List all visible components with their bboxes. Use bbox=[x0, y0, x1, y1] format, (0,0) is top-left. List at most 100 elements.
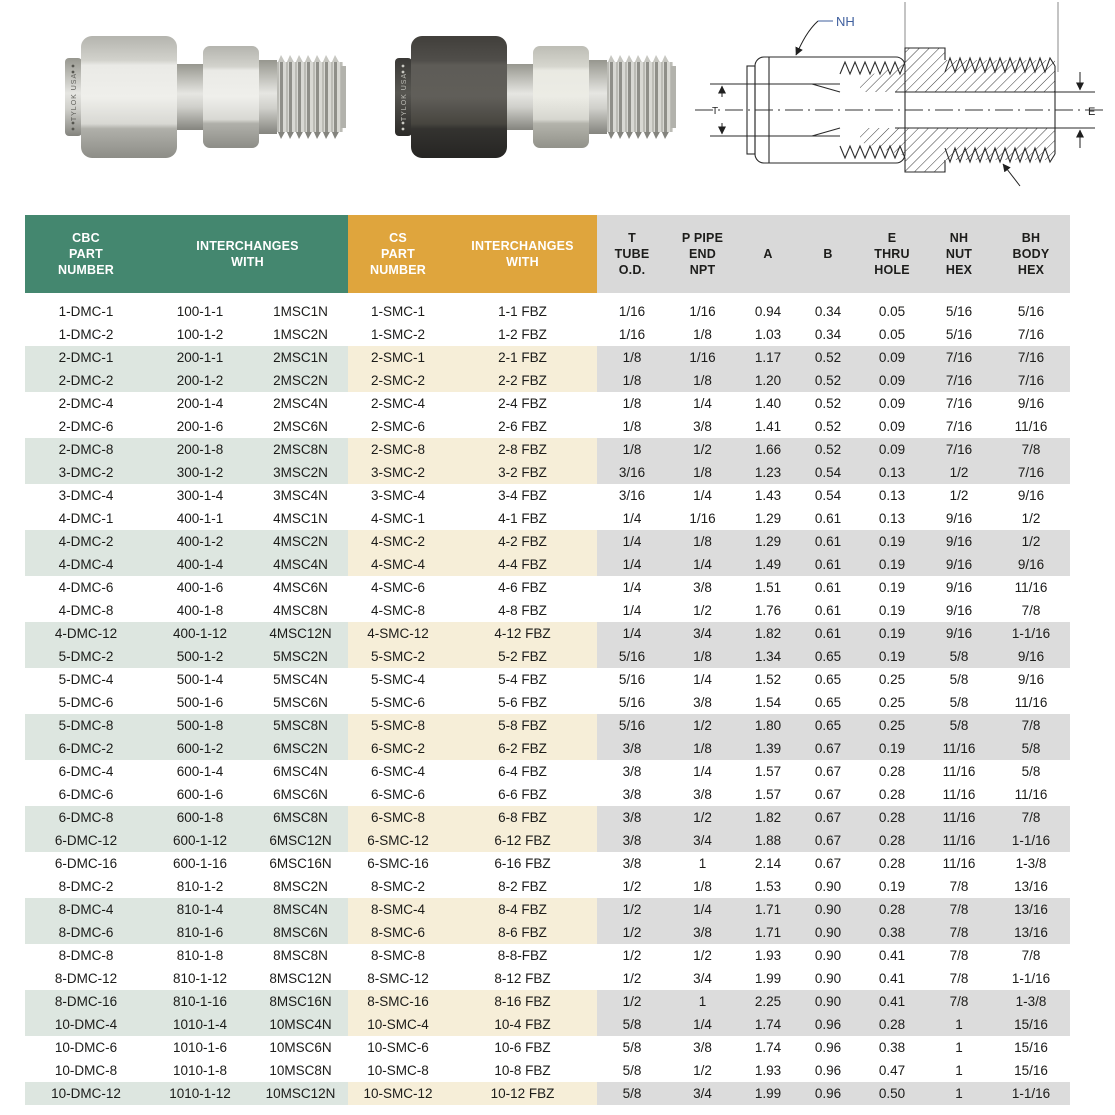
table-cell: 10MSC8N bbox=[269, 1063, 332, 1078]
table-cell: 13/16 bbox=[992, 898, 1070, 921]
table-cell: 3/4 bbox=[667, 829, 738, 852]
table-cell: 0.34 bbox=[814, 304, 842, 319]
table-cell: 5/16 bbox=[618, 672, 646, 687]
table-cell: 1.52 bbox=[754, 672, 782, 687]
table-cell: 3/8 bbox=[693, 1040, 712, 1055]
table-cell: 1/8 bbox=[693, 879, 712, 894]
table-cell: 8-SMC-12 bbox=[367, 971, 429, 986]
table-row: 8-DMC-12 810-1-12 8MSC12N 8-SMC-12 8-12 FBZ 1… bbox=[25, 967, 1070, 990]
table-cell: 1/16 bbox=[618, 304, 646, 319]
table-row: 5-DMC-4 500-1-4 5MSC4N 5-SMC-4 5-4 FBZ 5/16 1/… bbox=[25, 668, 1070, 691]
threads bbox=[607, 62, 673, 132]
table-cell: 6-DMC-12 bbox=[25, 829, 147, 852]
table-cell: 7/8 bbox=[926, 921, 992, 944]
table-cell: 7/16 bbox=[945, 396, 973, 411]
table-cell: 8-DMC-16 bbox=[25, 990, 147, 1013]
table-cell: 1.71 bbox=[738, 921, 798, 944]
table-cell: 0.65 bbox=[814, 695, 842, 710]
table-cell: 8-SMC-16 bbox=[348, 990, 448, 1013]
table-cell: 1.57 bbox=[754, 764, 782, 779]
nut-hex bbox=[81, 36, 177, 158]
table-cell: 1/4 bbox=[597, 622, 667, 645]
table-cell: 6-DMC-8 bbox=[25, 806, 147, 829]
table-cell: 1.74 bbox=[738, 1013, 798, 1036]
table-cell: 1/4 bbox=[622, 580, 642, 595]
table-cell: 4MSC8N bbox=[273, 603, 328, 618]
table-cell: 0.52 bbox=[798, 369, 858, 392]
table-cell: 1 bbox=[667, 990, 738, 1013]
table-cell: 6-12 FBZ bbox=[448, 829, 597, 852]
table-cell: 500-1-6 bbox=[176, 695, 224, 710]
table-cell: 5MSC2N bbox=[253, 645, 348, 668]
table-cell: 7/8 bbox=[1021, 603, 1041, 618]
table-cell: 0.19 bbox=[858, 645, 926, 668]
table-cell: 2-DMC-1 bbox=[25, 346, 147, 369]
table-cell: 7/8 bbox=[992, 714, 1070, 737]
table-cell: 0.47 bbox=[878, 1063, 906, 1078]
table-cell: 6MSC12N bbox=[253, 829, 348, 852]
t-dimension: T bbox=[712, 85, 726, 135]
table-cell: 0.61 bbox=[814, 603, 842, 618]
table-cell: 6MSC4N bbox=[273, 764, 328, 779]
table-cell: 1.93 bbox=[754, 948, 782, 963]
table-cell: 0.90 bbox=[814, 948, 842, 963]
table-cell: 10-6 FBZ bbox=[494, 1040, 551, 1055]
table-cell: 10-8 FBZ bbox=[494, 1063, 551, 1078]
table-cell: 6-SMC-8 bbox=[348, 806, 448, 829]
thread-collar bbox=[589, 60, 607, 134]
nut-hex bbox=[411, 36, 507, 158]
table-cell: 5-8 FBZ bbox=[448, 714, 597, 737]
table-cell: 15/16 bbox=[1014, 1063, 1048, 1078]
table-cell: 0.28 bbox=[858, 829, 926, 852]
table-cell: 3MSC2N bbox=[253, 461, 348, 484]
table-cell: 0.67 bbox=[798, 737, 858, 760]
table-cell: 4-DMC-2 bbox=[25, 530, 147, 553]
thread-end-face bbox=[671, 66, 676, 128]
table-cell: 10-12 FBZ bbox=[448, 1082, 597, 1105]
table-cell: 400-1-2 bbox=[147, 530, 253, 553]
table-cell: 0.34 bbox=[814, 327, 842, 342]
table-row: 3-DMC-4 300-1-4 3MSC4N 3-SMC-4 3-4 FBZ 3/16 1/… bbox=[25, 484, 1070, 507]
table-cell: 6-4 FBZ bbox=[498, 764, 547, 779]
table-cell: 0.54 bbox=[798, 461, 858, 484]
table-cell: 1.93 bbox=[754, 1063, 782, 1078]
table-cell: 0.05 bbox=[878, 327, 906, 342]
table-cell: 1/2 bbox=[667, 438, 738, 461]
thread-collar bbox=[259, 60, 277, 134]
table-cell: 8-2 FBZ bbox=[498, 879, 547, 894]
table-cell: 1.17 bbox=[738, 346, 798, 369]
table-row: 6-DMC-2 600-1-2 6MSC2N 6-SMC-2 6-2 FBZ 3/8 1/8… bbox=[25, 737, 1070, 760]
table-cell: 3/8 bbox=[693, 580, 712, 595]
table-cell: 6-SMC-4 bbox=[370, 764, 425, 779]
table-cell: 0.19 bbox=[878, 580, 906, 595]
table-cell: 6-DMC-16 bbox=[54, 856, 118, 871]
table-cell: 0.65 bbox=[798, 714, 858, 737]
table-cell: 7/8 bbox=[926, 990, 992, 1013]
table-row: 2-DMC-4 200-1-4 2MSC4N 2-SMC-4 2-4 FBZ 1/8 1/4… bbox=[25, 392, 1070, 415]
body-hex bbox=[203, 46, 259, 148]
table-cell: 1-1/16 bbox=[1011, 971, 1051, 986]
column-header-cbc-part-number: CBC PART NUMBER bbox=[25, 215, 147, 293]
table-cell: 5-6 FBZ bbox=[498, 695, 547, 710]
table-cell: 1-SMC-2 bbox=[370, 327, 425, 342]
table-cell: 0.61 bbox=[798, 553, 858, 576]
column-header-b: B bbox=[798, 215, 858, 293]
table-cell: 0.28 bbox=[858, 1013, 926, 1036]
table-cell: 1.57 bbox=[754, 787, 782, 802]
table-cell: 0.94 bbox=[754, 304, 782, 319]
thread-crests-bottom bbox=[277, 130, 343, 139]
table-cell: 6-6 FBZ bbox=[498, 787, 547, 802]
table-row: 10-DMC-8 1010-1-8 10MSC8N 10-SMC-8 10-8 FBZ 5… bbox=[25, 1059, 1070, 1082]
table-cell: 1/8 bbox=[597, 369, 667, 392]
table-row: 5-DMC-2 500-1-2 5MSC2N 5-SMC-2 5-2 FBZ 5/16 1/… bbox=[25, 645, 1070, 668]
table-cell: 3-SMC-4 bbox=[370, 488, 425, 503]
table-cell: 8-DMC-4 bbox=[25, 898, 147, 921]
table-cell: 200-1-4 bbox=[176, 396, 224, 411]
table-cell: 6MSC2N bbox=[253, 737, 348, 760]
table-cell: 2-8 FBZ bbox=[448, 438, 597, 461]
table-cell: 0.61 bbox=[798, 530, 858, 553]
table-cell: 1010-1-6 bbox=[172, 1040, 228, 1055]
table-row: 8-DMC-2 810-1-2 8MSC2N 8-SMC-2 8-2 FBZ 1/2 1/8… bbox=[25, 875, 1070, 898]
table-cell: 4MSC1N bbox=[273, 511, 328, 526]
table-cell: 8-SMC-6 bbox=[348, 921, 448, 944]
